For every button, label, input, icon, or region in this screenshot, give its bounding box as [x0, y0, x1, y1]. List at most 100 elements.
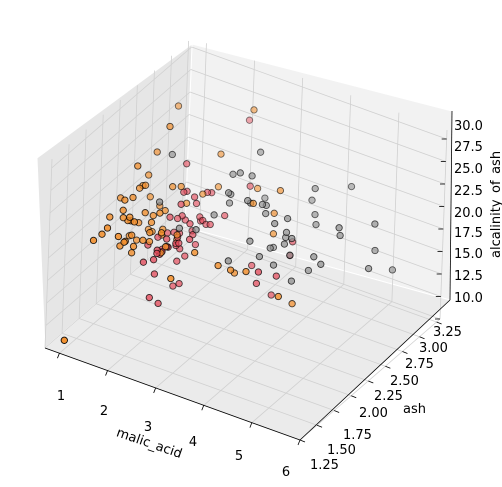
data-point [146, 228, 154, 237]
data-point [310, 253, 318, 261]
data-point [183, 160, 191, 168]
data-point [135, 184, 144, 192]
z-grid-line [188, 136, 444, 230]
data-point [89, 236, 98, 245]
x-tick-mark [201, 405, 205, 411]
x-tick-mark [105, 370, 108, 376]
y-grid-line [181, 229, 437, 323]
data-point [229, 170, 237, 178]
data-point [261, 194, 269, 202]
data-point [225, 199, 234, 207]
data-point [288, 234, 296, 243]
data-point [167, 274, 175, 283]
y-tick-label: 1.50 [327, 443, 356, 458]
data-point [258, 200, 267, 209]
data-point [192, 199, 201, 208]
data-point [173, 257, 181, 265]
y-tick-label: 2.25 [374, 389, 403, 404]
data-point [169, 183, 177, 191]
y-tick-label: 1.25 [310, 458, 339, 473]
data-point [150, 270, 159, 278]
z-tick-label: 20.0 [454, 206, 483, 221]
z-tick-label: 25.0 [454, 162, 483, 177]
z-grid-line [45, 204, 187, 326]
y-tick-label: 2.00 [359, 406, 388, 421]
data-point [128, 231, 136, 239]
data-point [245, 116, 254, 124]
z-grid-line [51, 46, 192, 169]
data-point [139, 258, 148, 266]
data-point [304, 266, 313, 275]
data-points [60, 102, 397, 344]
data-point [199, 190, 207, 198]
data-point [269, 230, 278, 238]
data-point [132, 236, 141, 244]
data-point [139, 236, 147, 244]
data-point [311, 184, 319, 193]
x-tick-mark [249, 422, 253, 428]
data-point [175, 279, 183, 288]
data-point [246, 237, 254, 245]
data-point [270, 209, 278, 217]
y-tick-labels: 1.25 1.50 1.75 2.00 2.25 2.50 2.75 3.00 … [310, 325, 462, 473]
data-point [311, 210, 319, 219]
data-point [155, 198, 164, 206]
data-point [153, 148, 161, 156]
x-tick-label: 2 [100, 404, 108, 419]
data-point [169, 282, 177, 290]
x-tick-labels: 1 2 3 4 5 6 [57, 389, 290, 480]
x-tick-mark [297, 439, 301, 446]
y-tick-label: 2.50 [390, 374, 419, 389]
data-point [317, 260, 325, 268]
z-grid-line [191, 46, 447, 140]
z-grid-line [48, 114, 190, 236]
x-tick-label: 3 [144, 420, 152, 435]
data-point [161, 243, 170, 251]
data-point [173, 231, 181, 239]
y-tick-mark [316, 424, 323, 428]
data-point [126, 213, 134, 221]
y-tick-label: 3.25 [433, 325, 462, 340]
data-point [145, 237, 154, 246]
data-point [127, 249, 136, 257]
data-point [286, 251, 294, 259]
data-point [114, 232, 123, 241]
data-point [236, 169, 244, 177]
data-point [149, 256, 158, 264]
data-point [288, 300, 296, 308]
data-point [166, 213, 174, 221]
x-tick-mark [57, 353, 60, 359]
data-point [175, 224, 184, 232]
data-point [134, 162, 142, 170]
x-tick-label: 5 [235, 449, 243, 464]
data-point [214, 183, 223, 191]
z-grid-line [184, 226, 441, 320]
x-tick-mark [153, 387, 157, 394]
data-point [244, 196, 252, 205]
data-point [312, 220, 320, 229]
data-point [129, 242, 138, 251]
z-tick-label: 12.5 [454, 269, 483, 284]
z-axis-line [449, 110, 453, 301]
data-point [224, 257, 232, 265]
y-axis-label: ash [403, 402, 426, 417]
z-axis-label: alcalinity_of_ash [489, 151, 502, 258]
y-grid-line [79, 318, 335, 411]
data-point [269, 261, 278, 269]
z-grid-line [189, 91, 446, 185]
z-tick-label: 30.0 [454, 119, 483, 134]
data-point [106, 213, 114, 221]
data-point [262, 209, 270, 218]
data-point [206, 220, 214, 229]
data-point [190, 193, 199, 201]
data-point [224, 189, 233, 197]
z-tick-label: 27.5 [454, 140, 483, 155]
data-point [250, 106, 258, 114]
data-point [276, 186, 285, 195]
data-point [145, 171, 153, 179]
data-point [141, 181, 150, 189]
x-grid-line [155, 266, 296, 389]
data-point [267, 291, 275, 299]
data-point [191, 240, 200, 249]
